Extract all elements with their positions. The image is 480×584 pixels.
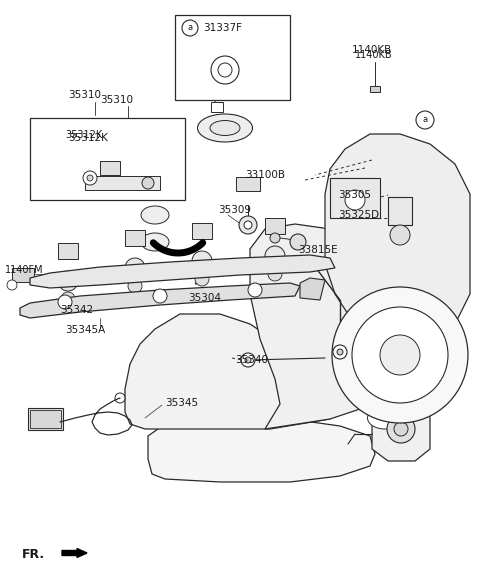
Text: 35304: 35304 <box>188 293 221 303</box>
Text: FR.: FR. <box>22 548 45 561</box>
Bar <box>30 410 61 428</box>
Bar <box>28 408 63 430</box>
Bar <box>30 118 185 200</box>
Circle shape <box>83 171 97 185</box>
Circle shape <box>115 393 125 403</box>
Ellipse shape <box>141 233 169 251</box>
Text: 35312K: 35312K <box>65 130 102 140</box>
Circle shape <box>387 415 415 443</box>
Circle shape <box>241 353 255 367</box>
Circle shape <box>239 216 257 234</box>
Bar <box>330 178 380 218</box>
Circle shape <box>128 279 142 293</box>
Polygon shape <box>20 283 300 318</box>
Bar <box>175 15 290 100</box>
Circle shape <box>182 20 198 36</box>
Circle shape <box>268 267 282 281</box>
Text: 31337F: 31337F <box>203 23 242 33</box>
Ellipse shape <box>141 206 169 224</box>
Polygon shape <box>125 314 340 429</box>
Circle shape <box>345 190 365 210</box>
Circle shape <box>195 272 209 286</box>
Circle shape <box>153 289 167 303</box>
Bar <box>58 243 78 259</box>
Circle shape <box>192 251 212 271</box>
Bar <box>85 176 160 190</box>
Circle shape <box>333 345 347 359</box>
Polygon shape <box>148 419 375 482</box>
Text: 35310: 35310 <box>68 90 101 100</box>
Text: 35340: 35340 <box>235 355 268 365</box>
Text: 1140KB: 1140KB <box>355 50 393 60</box>
Polygon shape <box>325 134 470 339</box>
Text: 33815E: 33815E <box>298 245 337 255</box>
Text: 35342: 35342 <box>60 305 93 315</box>
Circle shape <box>394 422 408 436</box>
Bar <box>125 230 145 246</box>
Circle shape <box>211 56 239 84</box>
Circle shape <box>244 221 252 229</box>
Circle shape <box>245 357 251 363</box>
Bar <box>192 223 212 239</box>
Circle shape <box>265 246 285 266</box>
Circle shape <box>390 225 410 245</box>
Polygon shape <box>30 255 335 288</box>
Text: 1140FM: 1140FM <box>5 265 44 275</box>
Text: a: a <box>187 23 192 33</box>
Text: 35312K: 35312K <box>68 133 108 143</box>
Circle shape <box>58 295 72 309</box>
Circle shape <box>352 307 448 403</box>
Bar <box>388 197 412 225</box>
Bar <box>12 268 34 282</box>
Polygon shape <box>250 224 415 429</box>
Ellipse shape <box>210 120 240 135</box>
Bar <box>265 218 285 234</box>
Bar <box>370 86 380 92</box>
Circle shape <box>58 271 78 291</box>
Text: 35345A: 35345A <box>65 325 105 335</box>
Circle shape <box>380 335 420 375</box>
Circle shape <box>87 175 93 181</box>
Text: a: a <box>422 116 428 124</box>
Text: 35345: 35345 <box>165 398 198 408</box>
Circle shape <box>270 233 280 243</box>
Text: 1140KB: 1140KB <box>352 45 392 55</box>
Text: 35325D: 35325D <box>338 210 379 220</box>
Circle shape <box>337 349 343 355</box>
Circle shape <box>61 292 75 306</box>
Text: 35305: 35305 <box>338 190 371 200</box>
Circle shape <box>7 280 17 290</box>
Text: 35310: 35310 <box>100 95 133 105</box>
Ellipse shape <box>368 407 403 429</box>
Circle shape <box>332 287 468 423</box>
Ellipse shape <box>197 114 252 142</box>
Circle shape <box>290 234 306 250</box>
Polygon shape <box>372 397 430 461</box>
Bar <box>100 161 120 175</box>
FancyArrow shape <box>62 548 87 558</box>
Circle shape <box>248 283 262 297</box>
Ellipse shape <box>141 179 169 197</box>
Circle shape <box>142 177 154 189</box>
Polygon shape <box>300 278 325 300</box>
Text: 33100B: 33100B <box>245 170 285 180</box>
Text: 35309: 35309 <box>218 205 251 215</box>
Circle shape <box>218 63 232 77</box>
Bar <box>211 102 223 112</box>
Circle shape <box>125 258 145 278</box>
Bar <box>236 177 260 191</box>
Circle shape <box>416 111 434 129</box>
